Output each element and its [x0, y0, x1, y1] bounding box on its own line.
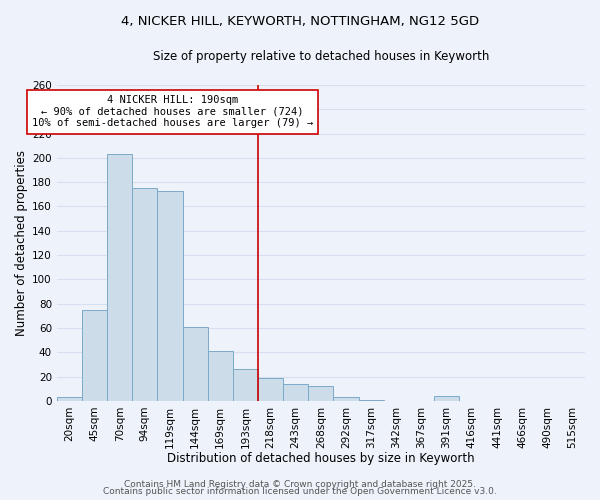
Bar: [107, 154, 132, 401]
Bar: [258, 378, 283, 401]
Bar: [132, 188, 157, 401]
Bar: [233, 370, 258, 401]
Bar: [82, 310, 107, 401]
X-axis label: Distribution of detached houses by size in Keyworth: Distribution of detached houses by size …: [167, 452, 475, 465]
Bar: [208, 351, 233, 401]
Text: 4 NICKER HILL: 190sqm
← 90% of detached houses are smaller (724)
10% of semi-det: 4 NICKER HILL: 190sqm ← 90% of detached …: [32, 95, 313, 128]
Bar: [359, 400, 384, 401]
Bar: [157, 190, 182, 401]
Bar: [57, 397, 82, 401]
Text: Contains public sector information licensed under the Open Government Licence v3: Contains public sector information licen…: [103, 487, 497, 496]
Text: 4, NICKER HILL, KEYWORTH, NOTTINGHAM, NG12 5GD: 4, NICKER HILL, KEYWORTH, NOTTINGHAM, NG…: [121, 15, 479, 28]
Title: Size of property relative to detached houses in Keyworth: Size of property relative to detached ho…: [153, 50, 489, 63]
Bar: [283, 384, 308, 401]
Y-axis label: Number of detached properties: Number of detached properties: [15, 150, 28, 336]
Bar: [308, 386, 334, 401]
Bar: [182, 326, 208, 401]
Bar: [434, 396, 459, 401]
Bar: [334, 397, 359, 401]
Text: Contains HM Land Registry data © Crown copyright and database right 2025.: Contains HM Land Registry data © Crown c…: [124, 480, 476, 489]
